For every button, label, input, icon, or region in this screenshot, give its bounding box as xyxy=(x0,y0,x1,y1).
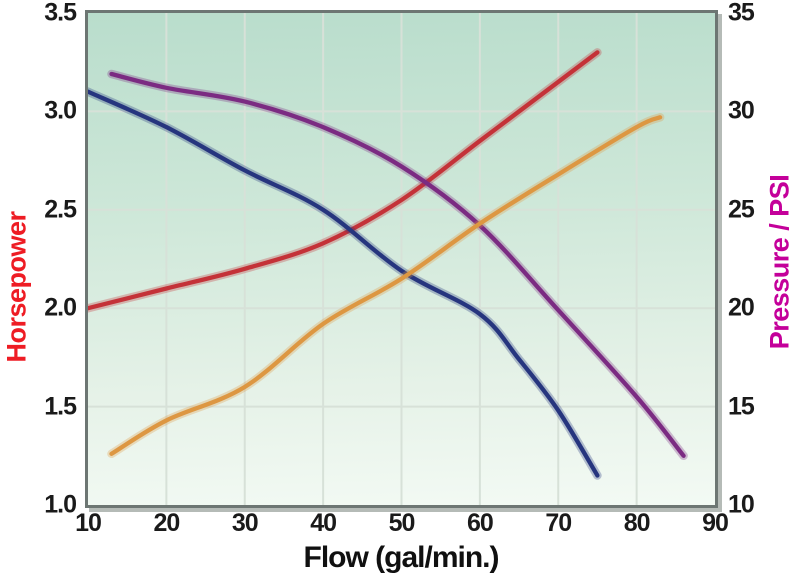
horsepower-red-curve xyxy=(88,50,600,311)
x-tick-label: 30 xyxy=(231,509,259,537)
y-left-tick-label: 2.5 xyxy=(44,195,77,224)
x-tick-label: 50 xyxy=(388,509,416,537)
x-tick-label: 80 xyxy=(623,509,651,537)
blue-curve xyxy=(88,89,600,478)
y-left-tick-label: 3.5 xyxy=(44,0,77,27)
orange-curve xyxy=(109,115,663,456)
y-right-tick-label: 25 xyxy=(728,195,755,224)
x-tick-label: 70 xyxy=(545,509,572,537)
plot-svg xyxy=(88,13,715,505)
y-right-tick-label: 20 xyxy=(728,293,755,322)
y-left-tick-label: 1.0 xyxy=(44,490,77,519)
y-right-tick-label: 10 xyxy=(728,490,755,519)
y-right-tick-label: 30 xyxy=(728,96,755,125)
x-tick-label: 60 xyxy=(466,509,494,537)
y-left-tick-label: 3.0 xyxy=(44,96,77,125)
y-right-tick-label: 35 xyxy=(728,0,755,27)
plot-area xyxy=(85,10,718,508)
right-axis-title: Pressure / PSI xyxy=(764,174,795,350)
x-tick-label: 90 xyxy=(702,509,729,537)
x-tick-label: 20 xyxy=(153,509,180,537)
y-left-tick-label: 1.5 xyxy=(44,392,77,421)
y-left-tick-label: 2.0 xyxy=(44,293,77,322)
x-tick-label: 10 xyxy=(75,509,102,537)
y-right-tick-label: 15 xyxy=(728,392,755,421)
left-axis-title: Horsepower xyxy=(1,211,32,363)
x-tick-label: 40 xyxy=(310,509,337,537)
pressure-purple-curve xyxy=(109,71,686,458)
x-axis-title: Flow (gal/min.) xyxy=(303,541,500,574)
